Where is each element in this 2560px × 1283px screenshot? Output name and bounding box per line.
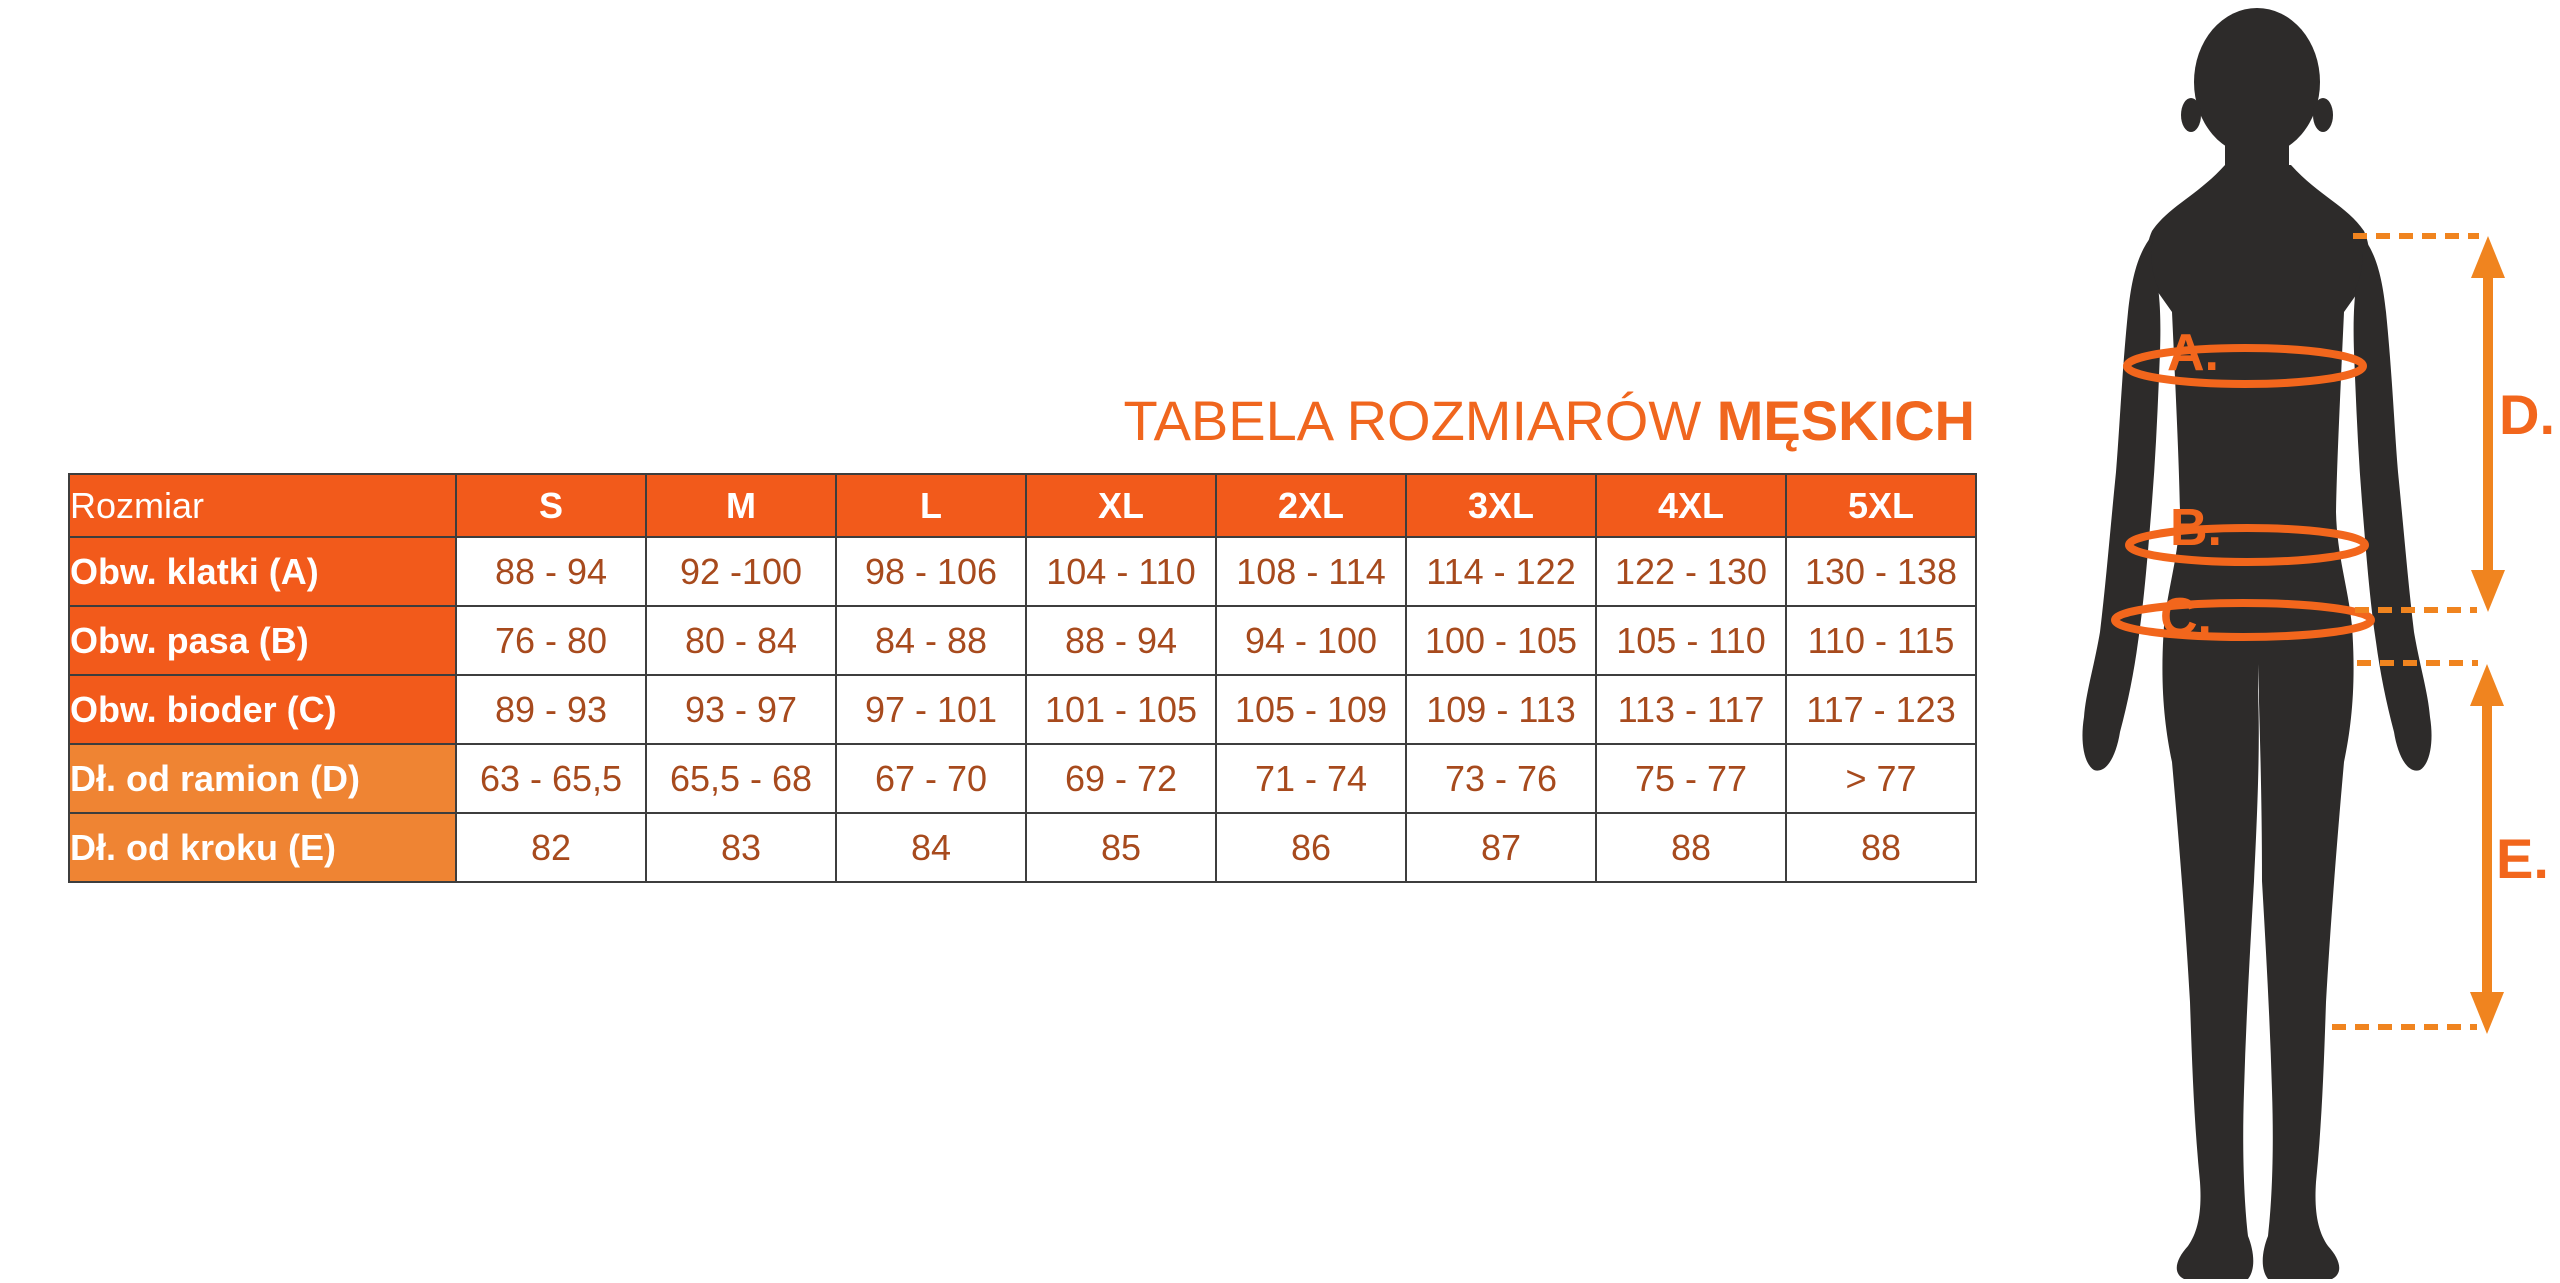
table-row: Obw. bioder (C) 89 - 93 93 - 97 97 - 101 101… xyxy=(68,674,1977,745)
value-cell: 63 - 65,5 xyxy=(455,743,647,814)
header-cell-rozmiar: Rozmiar xyxy=(68,473,457,538)
value-cell: 94 - 100 xyxy=(1215,605,1407,676)
table-row: Obw. pasa (B) 76 - 80 80 - 84 84 - 88 88 - 9… xyxy=(68,605,1977,676)
value-cell: 105 - 109 xyxy=(1215,674,1407,745)
table-header: Rozmiar S M L XL 2XL 3XL 4XL 5XL xyxy=(68,473,1977,538)
value-cell: 85 xyxy=(1025,812,1217,883)
value-cell: 122 - 130 xyxy=(1595,536,1787,607)
value-cell: 92 -100 xyxy=(645,536,837,607)
value-cell: 75 - 77 xyxy=(1595,743,1787,814)
row-label: Obw. bioder (C) xyxy=(68,674,457,745)
title-bold: MĘSKICH xyxy=(1716,389,1975,452)
left-arm-shape xyxy=(2082,233,2161,771)
e-arrowhead-up xyxy=(2470,664,2504,706)
label-d: D. xyxy=(2499,383,2555,446)
value-cell: 114 - 122 xyxy=(1405,536,1597,607)
page-title: TABELA ROZMIARÓW MĘSKICH xyxy=(1124,388,1975,453)
label-e: E. xyxy=(2496,827,2549,890)
value-cell: 84 - 88 xyxy=(835,605,1027,676)
value-cell: 87 xyxy=(1405,812,1597,883)
value-cell: 76 - 80 xyxy=(455,605,647,676)
table-row: Dł. od kroku (E) 82 83 84 85 86 87 88 88 xyxy=(68,812,1977,883)
e-arrowhead-down xyxy=(2470,992,2504,1034)
waist-ellipse-b xyxy=(2125,524,2369,566)
man-silhouette xyxy=(2082,8,2432,1279)
value-cell: 82 xyxy=(455,812,647,883)
left-ear-shape xyxy=(2181,98,2201,132)
header-cell-size-5xl: 5XL xyxy=(1785,473,1977,538)
value-cell: 83 xyxy=(645,812,837,883)
value-cell: 105 - 110 xyxy=(1595,605,1787,676)
value-cell: 71 - 74 xyxy=(1215,743,1407,814)
torso-legs-shape xyxy=(2146,165,2370,1279)
value-cell: 80 - 84 xyxy=(645,605,837,676)
table-row: Obw. klatki (A) 88 - 94 92 -100 98 - 106 104… xyxy=(68,536,1977,607)
header-cell-size-4xl: 4XL xyxy=(1595,473,1787,538)
value-cell: 110 - 115 xyxy=(1785,605,1977,676)
value-cell: 84 xyxy=(835,812,1027,883)
header-cell-size-m: M xyxy=(645,473,837,538)
right-arm-shape xyxy=(2353,233,2432,771)
head-shape xyxy=(2194,8,2320,156)
value-cell: 101 - 105 xyxy=(1025,674,1217,745)
value-cell: 67 - 70 xyxy=(835,743,1027,814)
value-cell: 130 - 138 xyxy=(1785,536,1977,607)
table-row: Dł. od ramion (D) 63 - 65,5 65,5 - 68 67 - … xyxy=(68,743,1977,814)
value-cell: 88 - 94 xyxy=(455,536,647,607)
label-b: B. xyxy=(2170,499,2222,557)
hip-ellipse-c xyxy=(2111,599,2375,641)
right-ear-shape xyxy=(2313,98,2333,132)
header-cell-size-l: L xyxy=(835,473,1027,538)
value-cell: 100 - 105 xyxy=(1405,605,1597,676)
title-regular: TABELA ROZMIARÓW xyxy=(1123,389,1717,452)
chest-ellipse-a xyxy=(2123,344,2367,388)
value-cell: 93 - 97 xyxy=(645,674,837,745)
value-cell: 73 - 76 xyxy=(1405,743,1597,814)
row-label: Dł. od ramion (D) xyxy=(68,743,457,814)
row-label: Obw. klatki (A) xyxy=(68,536,457,607)
value-cell: 104 - 110 xyxy=(1025,536,1217,607)
value-cell: 69 - 72 xyxy=(1025,743,1217,814)
row-label: Obw. pasa (B) xyxy=(68,605,457,676)
value-cell: 88 xyxy=(1595,812,1787,883)
header-cell-size-s: S xyxy=(455,473,647,538)
value-cell: 65,5 - 68 xyxy=(645,743,837,814)
label-c: C. xyxy=(2160,588,2212,646)
measurement-figure: A. B. C. D. E. xyxy=(2082,8,2555,1279)
value-cell: 86 xyxy=(1215,812,1407,883)
header-cell-size-xl: XL xyxy=(1025,473,1217,538)
value-cell: > 77 xyxy=(1785,743,1977,814)
value-cell: 108 - 114 xyxy=(1215,536,1407,607)
header-cell-size-3xl: 3XL xyxy=(1405,473,1597,538)
row-label: Dł. od kroku (E) xyxy=(68,812,457,883)
table-body: Obw. klatki (A) 88 - 94 92 -100 98 - 106 104… xyxy=(68,536,1977,883)
value-cell: 97 - 101 xyxy=(835,674,1027,745)
inseam-arrow-e xyxy=(2332,660,2504,1034)
header-row: Rozmiar S M L XL 2XL 3XL 4XL 5XL xyxy=(68,473,1977,538)
size-table: Rozmiar S M L XL 2XL 3XL 4XL 5XL Obw. klatki (A)… xyxy=(68,473,1977,883)
value-cell: 113 - 117 xyxy=(1595,674,1787,745)
header-cell-size-2xl: 2XL xyxy=(1215,473,1407,538)
value-cell: 98 - 106 xyxy=(835,536,1027,607)
d-arrowhead-up xyxy=(2471,236,2505,278)
value-cell: 89 - 93 xyxy=(455,674,647,745)
label-a: A. xyxy=(2167,324,2219,382)
value-cell: 109 - 113 xyxy=(1405,674,1597,745)
value-cell: 117 - 123 xyxy=(1785,674,1977,745)
value-cell: 88 - 94 xyxy=(1025,605,1217,676)
shoulder-length-arrow-d xyxy=(2353,233,2505,613)
d-arrowhead-down xyxy=(2471,570,2505,612)
value-cell: 88 xyxy=(1785,812,1977,883)
